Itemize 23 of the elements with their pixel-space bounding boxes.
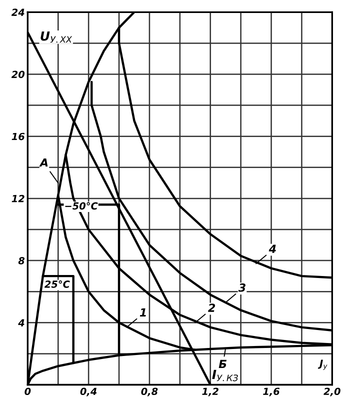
annotation: U$_{У.ХХ}$ [40,31,72,43]
x-tick-label: 2,0 [324,388,340,396]
y-tick-label: 24 [11,8,24,16]
x-tick-label: 1,2 [202,388,218,396]
y-tick-label: 20 [11,70,25,78]
y-tick-label: 4 [18,319,24,326]
annotation: 25°C [44,280,70,288]
x-tick-label: 0,8 [141,388,158,396]
annotation: Б [218,360,227,368]
annotation: 3 [238,283,246,292]
annotation: 1 [140,308,146,316]
y-tick-label: 8 [18,257,25,264]
x-tick-label: 0 [24,388,31,396]
y-tick-label: 12 [12,194,24,202]
annotation: 4 [268,244,276,253]
annotation: 2 [208,304,216,312]
annotation: A [39,158,48,167]
x-tick-label: 1,6 [263,388,280,396]
x-tick-label: 0,4 [80,388,97,396]
annotation: J$_{у}$ [318,360,328,370]
y-tick-label: 16 [12,132,25,140]
annotation: I$_{У.КЗ}$ [212,370,238,382]
annotation: −50°C [65,202,98,210]
